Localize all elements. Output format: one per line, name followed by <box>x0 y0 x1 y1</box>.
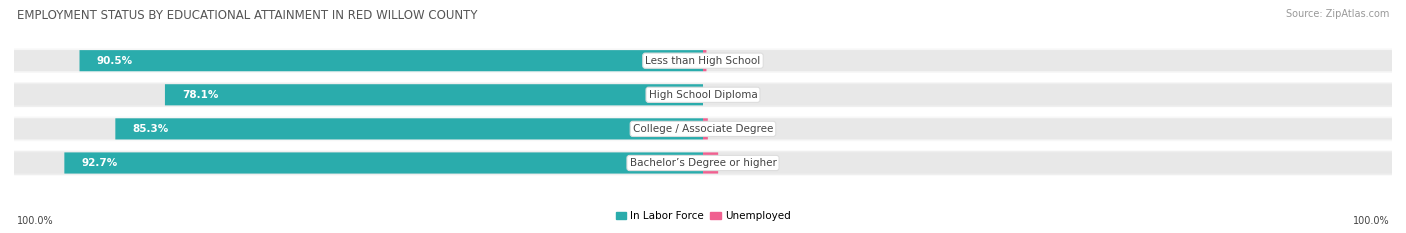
FancyBboxPatch shape <box>703 152 718 174</box>
Text: 85.3%: 85.3% <box>132 124 169 134</box>
Text: 0.0%: 0.0% <box>734 90 761 100</box>
FancyBboxPatch shape <box>703 50 1392 71</box>
FancyBboxPatch shape <box>65 152 703 174</box>
Text: 2.2%: 2.2% <box>734 158 761 168</box>
Text: Less than High School: Less than High School <box>645 56 761 66</box>
FancyBboxPatch shape <box>703 118 1392 140</box>
Text: 92.7%: 92.7% <box>82 158 118 168</box>
FancyBboxPatch shape <box>165 84 703 105</box>
FancyBboxPatch shape <box>14 152 703 174</box>
FancyBboxPatch shape <box>14 82 1392 107</box>
FancyBboxPatch shape <box>115 118 703 140</box>
FancyBboxPatch shape <box>14 48 1392 73</box>
FancyBboxPatch shape <box>703 152 1392 174</box>
Text: High School Diploma: High School Diploma <box>648 90 758 100</box>
Text: 0.7%: 0.7% <box>734 124 761 134</box>
Text: College / Associate Degree: College / Associate Degree <box>633 124 773 134</box>
Legend: In Labor Force, Unemployed: In Labor Force, Unemployed <box>612 207 794 226</box>
Text: 0.5%: 0.5% <box>734 56 761 66</box>
FancyBboxPatch shape <box>14 50 703 71</box>
Text: 90.5%: 90.5% <box>97 56 132 66</box>
Text: Source: ZipAtlas.com: Source: ZipAtlas.com <box>1285 9 1389 19</box>
Text: 100.0%: 100.0% <box>1353 216 1389 226</box>
Text: Bachelor’s Degree or higher: Bachelor’s Degree or higher <box>630 158 776 168</box>
Text: EMPLOYMENT STATUS BY EDUCATIONAL ATTAINMENT IN RED WILLOW COUNTY: EMPLOYMENT STATUS BY EDUCATIONAL ATTAINM… <box>17 9 478 22</box>
Text: 100.0%: 100.0% <box>17 216 53 226</box>
Text: 78.1%: 78.1% <box>183 90 218 100</box>
FancyBboxPatch shape <box>80 50 703 71</box>
FancyBboxPatch shape <box>14 84 703 105</box>
FancyBboxPatch shape <box>14 118 703 140</box>
FancyBboxPatch shape <box>14 116 1392 141</box>
FancyBboxPatch shape <box>703 50 706 71</box>
FancyBboxPatch shape <box>703 118 707 140</box>
FancyBboxPatch shape <box>703 84 1392 105</box>
FancyBboxPatch shape <box>14 151 1392 175</box>
